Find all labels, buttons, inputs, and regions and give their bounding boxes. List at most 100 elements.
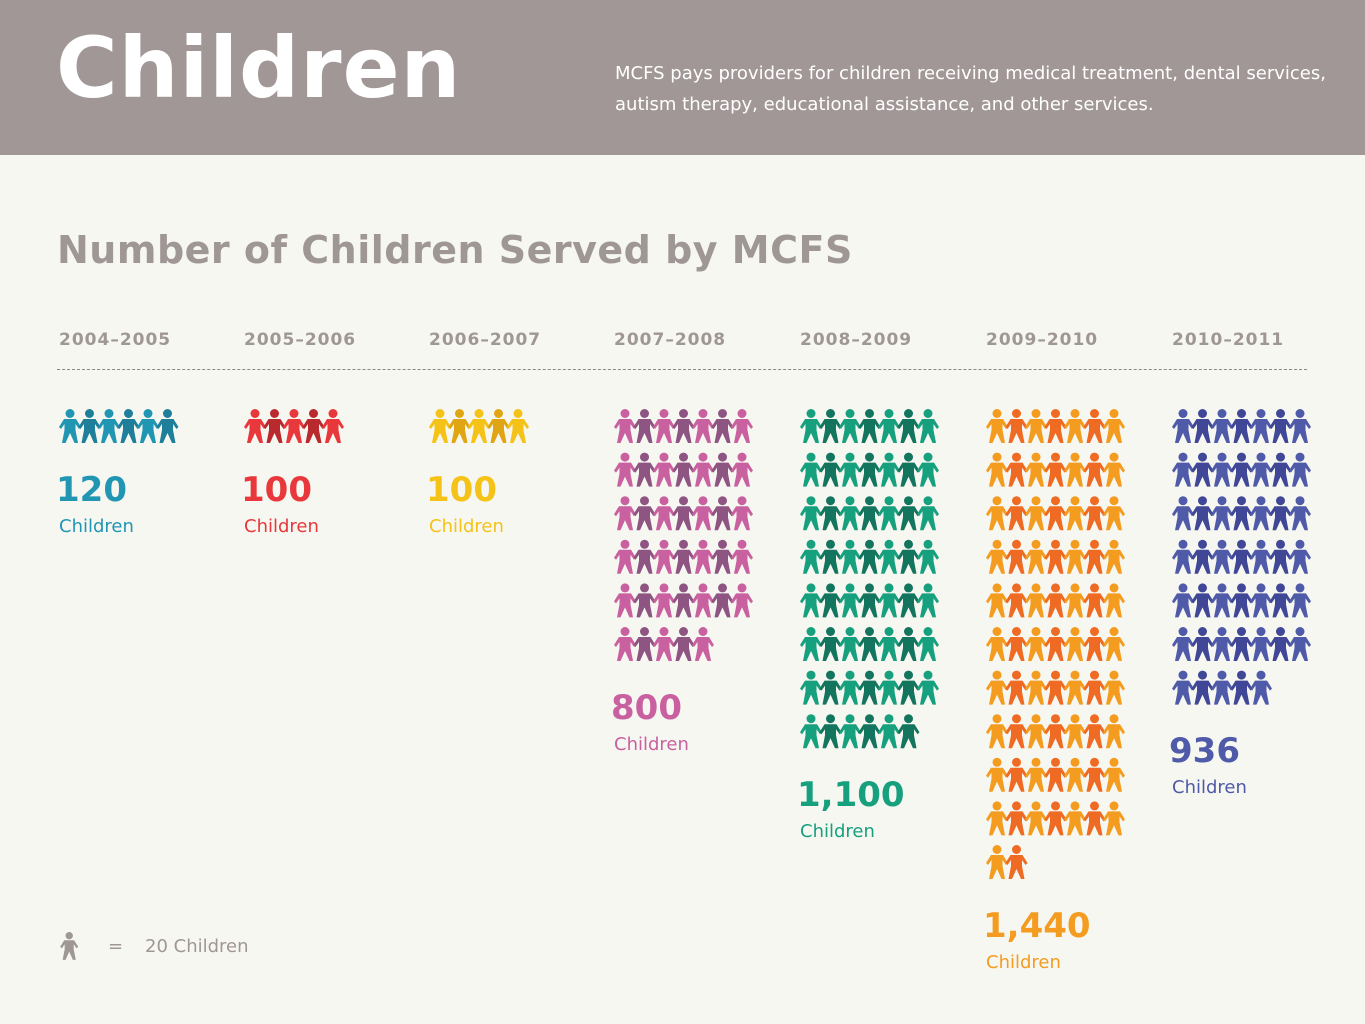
child-icon — [711, 452, 734, 487]
value-label: 120 — [56, 469, 127, 510]
child-icon — [1191, 496, 1214, 531]
child-icon — [672, 452, 695, 487]
child-icon — [1230, 409, 1253, 443]
value-label: 936 — [1169, 731, 1240, 772]
child-icon — [672, 539, 695, 574]
child-icon — [263, 409, 286, 443]
child-icon — [1230, 627, 1253, 661]
child-icon — [839, 583, 861, 618]
child-icon — [1044, 539, 1067, 574]
child-icon — [986, 409, 1008, 443]
child-icon — [1103, 627, 1125, 661]
child-icon — [986, 539, 1008, 574]
child-icon — [858, 539, 881, 574]
child-icon — [633, 496, 656, 531]
child-icon — [897, 409, 920, 443]
child-icon — [1103, 757, 1125, 792]
child-icon — [692, 539, 714, 574]
child-icon — [711, 496, 734, 531]
child-icon — [1191, 409, 1214, 443]
child-icon — [653, 583, 675, 618]
child-icon — [878, 539, 900, 574]
header-description: MCFS pays providers for children receivi… — [615, 63, 1326, 115]
child-icon — [1269, 496, 1292, 531]
child-icon — [302, 409, 325, 443]
child-icon — [1103, 452, 1125, 487]
child-icon — [1044, 757, 1067, 792]
child-icon — [839, 539, 861, 574]
child-icon — [917, 670, 939, 705]
child-icon — [986, 845, 1008, 879]
child-icon — [1289, 452, 1311, 487]
child-icon — [1250, 627, 1272, 661]
child-icon — [614, 409, 636, 443]
child-icon — [98, 409, 120, 443]
chart-title: Number of Children Served by MCFS — [57, 228, 853, 272]
child-icon — [1289, 409, 1311, 443]
child-icon — [858, 670, 881, 705]
child-icon — [1064, 409, 1086, 443]
child-icon — [878, 409, 900, 443]
child-icon — [897, 670, 920, 705]
child-icon — [1005, 670, 1028, 705]
child-icon — [917, 496, 939, 531]
value-unit-label: Children — [244, 515, 319, 537]
child-icon — [1005, 627, 1028, 661]
child-icon — [711, 409, 734, 443]
child-icon — [1230, 452, 1253, 487]
child-icon — [839, 452, 861, 487]
child-icon — [1172, 670, 1194, 705]
child-icon — [1064, 670, 1086, 705]
child-icon — [917, 539, 939, 574]
child-icon — [653, 409, 675, 443]
child-icon — [1005, 801, 1028, 836]
child-icon — [897, 496, 920, 531]
child-icon — [878, 670, 900, 705]
child-icon — [1025, 409, 1047, 443]
child-icon — [1025, 627, 1047, 661]
child-icon — [1005, 452, 1028, 487]
child-icon — [819, 627, 842, 661]
child-icon — [156, 409, 179, 443]
child-icon — [819, 452, 842, 487]
child-icon — [917, 409, 939, 443]
child-icon — [614, 539, 636, 574]
child-icon — [711, 583, 734, 618]
child-icon — [1230, 539, 1253, 574]
legend-text: 20 Children — [145, 936, 249, 957]
child-icon — [986, 757, 1008, 792]
child-icon — [878, 714, 900, 749]
child-icon — [614, 583, 636, 618]
child-icon — [1211, 627, 1233, 661]
child-icon — [1250, 409, 1272, 443]
child-icon — [1005, 583, 1028, 618]
child-icon — [1005, 496, 1028, 531]
child-icon — [917, 452, 939, 487]
child-icon — [1083, 670, 1106, 705]
child-icon — [1083, 496, 1106, 531]
child-icon — [1289, 627, 1311, 661]
page-title: Children — [56, 19, 462, 117]
child-icon — [800, 496, 822, 531]
child-icon — [1289, 539, 1311, 574]
child-icon — [1191, 539, 1214, 574]
child-icon — [878, 496, 900, 531]
child-icon — [633, 452, 656, 487]
child-icon — [692, 409, 714, 443]
child-icon — [800, 539, 822, 574]
child-icon — [1025, 539, 1047, 574]
child-icon — [731, 409, 753, 443]
child-icon — [1044, 583, 1067, 618]
child-icon — [839, 409, 861, 443]
child-icon — [1064, 714, 1086, 749]
child-icon — [1103, 496, 1125, 531]
child-icon — [1064, 539, 1086, 574]
year-label: 2006–2007 — [429, 330, 542, 350]
child-icon — [1269, 583, 1292, 618]
child-icon — [897, 583, 920, 618]
child-icon — [653, 539, 675, 574]
child-icon — [1172, 627, 1194, 661]
child-icon — [800, 583, 822, 618]
child-icon — [1172, 496, 1194, 531]
